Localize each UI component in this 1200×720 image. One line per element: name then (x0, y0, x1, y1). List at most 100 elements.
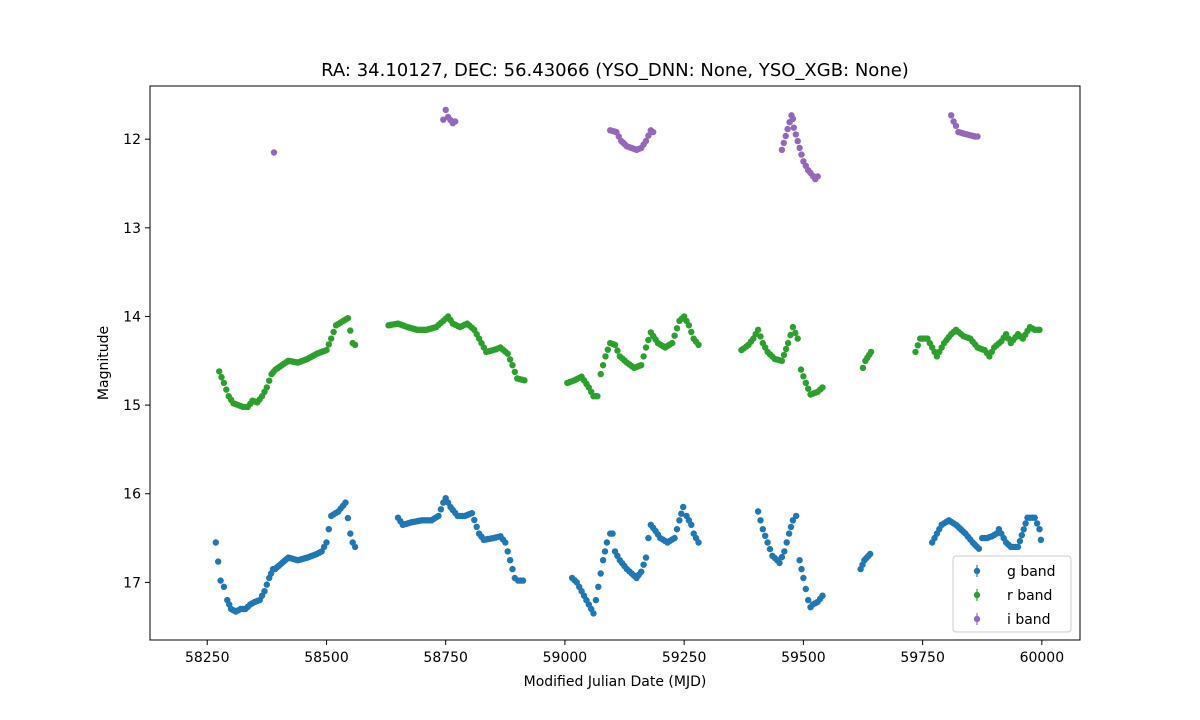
data-point (597, 570, 604, 577)
x-tick-label: 58250 (185, 650, 230, 666)
data-point (975, 545, 983, 552)
data-point (914, 342, 921, 349)
data-point (789, 517, 797, 524)
data-point (261, 588, 268, 595)
data-point (867, 348, 875, 356)
x-tick-label: 59750 (900, 650, 945, 666)
data-point (805, 596, 812, 604)
data-point (263, 384, 270, 391)
data-point (506, 356, 514, 363)
data-point (669, 339, 676, 347)
data-point (798, 565, 805, 573)
data-point (778, 553, 786, 561)
data-point (790, 124, 797, 131)
data-point (673, 325, 681, 332)
data-point (594, 393, 601, 400)
data-point (471, 516, 478, 524)
data-point (685, 322, 693, 329)
data-point (521, 377, 528, 384)
data-point (220, 379, 228, 387)
data-point (781, 548, 788, 555)
data-point (819, 384, 826, 391)
data-point (212, 539, 219, 546)
data-point (948, 112, 955, 119)
data-point (344, 514, 352, 522)
data-point (759, 526, 766, 533)
data-point (671, 332, 678, 339)
legend: g band r band i band (952, 555, 1072, 633)
data-point (640, 561, 647, 568)
data-point (695, 539, 702, 546)
data-point (789, 323, 797, 331)
data-point (789, 115, 797, 123)
data-point (1037, 536, 1045, 543)
data-point (1036, 326, 1043, 333)
legend-item: g band (973, 564, 1056, 580)
series-r-band (216, 313, 1043, 411)
data-point (678, 510, 685, 517)
data-point (323, 539, 330, 546)
y-tick-label: 12 (123, 132, 141, 148)
series-g-band (212, 495, 1045, 617)
data-point (642, 137, 650, 145)
data-point (1014, 543, 1022, 551)
data-point (867, 550, 874, 558)
data-point (1016, 537, 1024, 545)
data-point (792, 329, 799, 337)
y-tick-label: 17 (123, 575, 141, 591)
data-point (796, 557, 803, 564)
data-marks (212, 106, 1045, 617)
data-point (590, 610, 597, 617)
data-point (604, 346, 611, 353)
data-point (782, 345, 790, 353)
data-point (798, 151, 805, 158)
data-point (1018, 532, 1025, 539)
data-point (218, 374, 225, 381)
data-point (780, 351, 788, 359)
data-point (216, 368, 223, 375)
data-point (452, 118, 459, 125)
data-point (266, 377, 273, 384)
data-point (614, 347, 621, 354)
data-point (323, 346, 330, 354)
data-point (504, 350, 511, 357)
legend-items: g band r band i band (973, 564, 1056, 628)
data-point (270, 149, 278, 156)
data-point (785, 530, 793, 537)
legend-item: r band (973, 588, 1052, 604)
data-point (502, 539, 509, 546)
data-point (638, 362, 645, 369)
data-point (506, 557, 514, 564)
data-point (592, 596, 600, 604)
data-point (645, 336, 652, 344)
x-tick-label: 59500 (781, 650, 826, 666)
data-point (1033, 520, 1041, 527)
data-point (671, 534, 678, 542)
y-tick-label: 13 (123, 221, 141, 237)
data-point (468, 510, 476, 517)
data-point (778, 146, 786, 153)
data-point (757, 517, 764, 524)
data-point (1031, 514, 1038, 521)
data-point (912, 348, 919, 356)
data-point (1020, 526, 1027, 533)
data-point (754, 326, 762, 333)
data-point (819, 592, 826, 599)
data-point (595, 583, 602, 590)
data-point (602, 353, 609, 360)
data-point (1036, 526, 1043, 533)
data-point (509, 362, 516, 369)
data-point (796, 144, 803, 152)
data-point (650, 128, 657, 136)
data-point (776, 559, 783, 567)
data-point (1022, 520, 1029, 527)
legend-marker (973, 567, 981, 575)
legend-marker (973, 591, 981, 599)
data-point (814, 173, 821, 180)
legend-label: g band (1007, 564, 1056, 580)
data-point (784, 125, 791, 133)
data-point (597, 370, 604, 378)
data-point (793, 512, 800, 520)
data-point (787, 331, 794, 339)
